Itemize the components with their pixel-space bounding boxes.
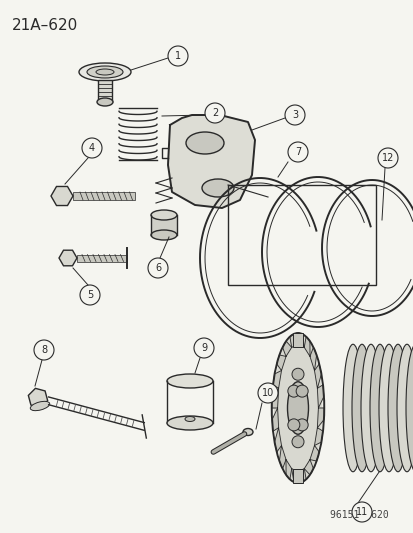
Ellipse shape — [342, 344, 362, 472]
Polygon shape — [285, 459, 291, 479]
Polygon shape — [271, 389, 278, 408]
Ellipse shape — [166, 416, 212, 430]
Polygon shape — [314, 427, 322, 446]
Ellipse shape — [185, 416, 195, 422]
Ellipse shape — [273, 333, 322, 483]
Circle shape — [194, 338, 214, 358]
Ellipse shape — [405, 344, 413, 472]
Circle shape — [287, 385, 299, 397]
Circle shape — [257, 383, 277, 403]
Circle shape — [377, 148, 397, 168]
Polygon shape — [279, 446, 285, 469]
Circle shape — [291, 368, 303, 380]
Circle shape — [204, 103, 224, 123]
Bar — [98, 80, 112, 102]
Circle shape — [287, 142, 307, 162]
Polygon shape — [317, 385, 323, 408]
Polygon shape — [304, 337, 309, 357]
Circle shape — [295, 385, 307, 397]
Bar — [292, 469, 302, 483]
Circle shape — [295, 419, 307, 431]
Text: 3: 3 — [291, 110, 297, 120]
Polygon shape — [289, 334, 297, 348]
Ellipse shape — [396, 344, 413, 472]
Polygon shape — [317, 408, 323, 427]
Ellipse shape — [30, 401, 50, 410]
Text: 12: 12 — [381, 153, 393, 163]
Ellipse shape — [79, 63, 131, 81]
Text: 10: 10 — [261, 388, 273, 398]
Text: 21A–620: 21A–620 — [12, 18, 78, 33]
Text: 96151  620: 96151 620 — [329, 510, 388, 520]
Ellipse shape — [166, 374, 212, 388]
Circle shape — [287, 419, 299, 431]
Ellipse shape — [287, 382, 308, 434]
Bar — [151, 215, 177, 235]
Text: 6: 6 — [154, 263, 161, 273]
Circle shape — [82, 138, 102, 158]
Text: 8: 8 — [41, 345, 47, 355]
Bar — [292, 333, 302, 347]
Polygon shape — [168, 115, 254, 208]
Circle shape — [34, 340, 54, 360]
Polygon shape — [276, 355, 285, 370]
Ellipse shape — [202, 179, 233, 197]
Circle shape — [284, 105, 304, 125]
Polygon shape — [274, 427, 281, 452]
Text: 7: 7 — [294, 147, 300, 157]
Ellipse shape — [151, 210, 177, 220]
Polygon shape — [309, 446, 318, 461]
Text: 5: 5 — [87, 290, 93, 300]
Polygon shape — [297, 333, 304, 348]
Ellipse shape — [151, 230, 177, 240]
Text: 1: 1 — [175, 51, 180, 61]
Ellipse shape — [387, 344, 407, 472]
Circle shape — [351, 502, 371, 522]
Polygon shape — [291, 469, 297, 483]
Circle shape — [168, 46, 188, 66]
Ellipse shape — [96, 69, 114, 75]
Polygon shape — [304, 459, 313, 475]
Polygon shape — [271, 408, 278, 431]
Bar — [73, 192, 135, 200]
Ellipse shape — [242, 429, 252, 435]
Ellipse shape — [378, 344, 398, 472]
Polygon shape — [273, 370, 281, 389]
Bar — [228, 185, 375, 285]
Polygon shape — [314, 364, 320, 389]
Polygon shape — [309, 348, 316, 370]
Text: 2: 2 — [211, 108, 218, 118]
Polygon shape — [282, 341, 291, 357]
Ellipse shape — [185, 132, 223, 154]
Polygon shape — [297, 469, 305, 482]
Bar — [77, 254, 127, 262]
Circle shape — [291, 436, 303, 448]
Circle shape — [147, 258, 168, 278]
Text: 11: 11 — [355, 507, 367, 517]
Ellipse shape — [369, 344, 389, 472]
Ellipse shape — [351, 344, 371, 472]
Text: 9: 9 — [200, 343, 206, 353]
Ellipse shape — [360, 344, 380, 472]
Circle shape — [80, 285, 100, 305]
Text: 4: 4 — [89, 143, 95, 153]
Ellipse shape — [97, 98, 113, 106]
Ellipse shape — [87, 66, 123, 78]
